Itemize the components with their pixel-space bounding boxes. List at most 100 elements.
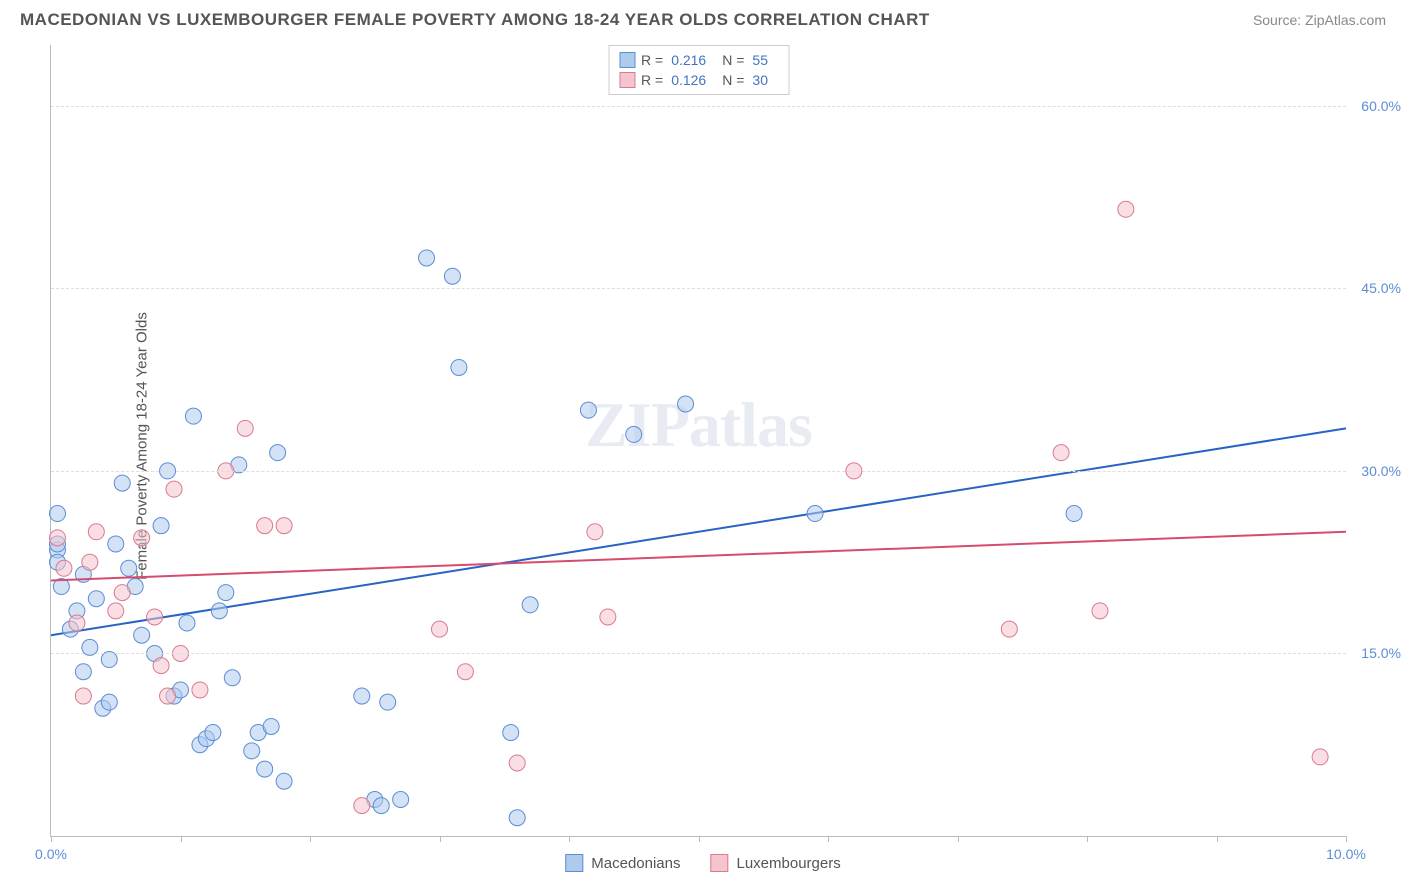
data-point: [1092, 603, 1108, 619]
y-tick-label: 60.0%: [1361, 98, 1401, 114]
chart-title: MACEDONIAN VS LUXEMBOURGER FEMALE POVERT…: [20, 10, 930, 30]
data-point: [1066, 506, 1082, 522]
data-point: [457, 664, 473, 680]
data-point: [1053, 445, 1069, 461]
x-tick: [699, 836, 700, 842]
data-point: [49, 530, 65, 546]
r-value: 0.126: [671, 72, 706, 88]
data-point: [134, 530, 150, 546]
stats-legend-row: R =0.126N =30: [619, 70, 778, 90]
legend-item: Luxembourgers: [711, 854, 841, 872]
y-tick-label: 30.0%: [1361, 463, 1401, 479]
chart-source: Source: ZipAtlas.com: [1253, 12, 1386, 28]
data-point: [509, 755, 525, 771]
y-tick-label: 15.0%: [1361, 645, 1401, 661]
data-point: [626, 426, 642, 442]
data-point: [88, 524, 104, 540]
legend-swatch: [619, 52, 635, 68]
data-point: [354, 688, 370, 704]
n-value: 55: [752, 52, 768, 68]
data-point: [380, 694, 396, 710]
data-point: [600, 609, 616, 625]
x-tick: [1346, 836, 1347, 842]
data-point: [419, 250, 435, 266]
data-point: [237, 420, 253, 436]
n-label: N =: [722, 52, 744, 68]
x-tick: [51, 836, 52, 842]
data-point: [444, 268, 460, 284]
bottom-legend: Macedonians Luxembourgers: [565, 854, 840, 872]
x-tick: [958, 836, 959, 842]
data-point: [393, 791, 409, 807]
data-point: [82, 554, 98, 570]
gridline: [51, 653, 1346, 654]
data-point: [244, 743, 260, 759]
data-point: [1118, 201, 1134, 217]
x-tick: [1217, 836, 1218, 842]
x-tick: [569, 836, 570, 842]
data-point: [205, 725, 221, 741]
chart-header: MACEDONIAN VS LUXEMBOURGER FEMALE POVERT…: [0, 0, 1406, 35]
legend-swatch: [711, 854, 729, 872]
data-point: [49, 506, 65, 522]
data-point: [88, 591, 104, 607]
data-point: [270, 445, 286, 461]
legend-swatch: [619, 72, 635, 88]
data-point: [276, 518, 292, 534]
legend-item: Macedonians: [565, 854, 680, 872]
data-point: [134, 627, 150, 643]
data-point: [153, 658, 169, 674]
x-tick: [828, 836, 829, 842]
legend-label: Macedonians: [591, 855, 680, 872]
data-point: [185, 408, 201, 424]
data-point: [114, 475, 130, 491]
data-point: [257, 518, 273, 534]
data-point: [56, 560, 72, 576]
r-value: 0.216: [671, 52, 706, 68]
data-point: [587, 524, 603, 540]
data-point: [1312, 749, 1328, 765]
x-tick: [440, 836, 441, 842]
legend-label: Luxembourgers: [737, 855, 841, 872]
gridline: [51, 471, 1346, 472]
data-point: [276, 773, 292, 789]
n-value: 30: [752, 72, 768, 88]
data-point: [75, 688, 91, 704]
data-point: [807, 506, 823, 522]
stats-legend: R =0.216N =55R =0.126N =30: [608, 45, 789, 95]
x-tick: [310, 836, 311, 842]
x-tick-label: 0.0%: [35, 846, 67, 862]
data-point: [69, 615, 85, 631]
data-point: [211, 603, 227, 619]
data-point: [101, 694, 117, 710]
data-point: [580, 402, 596, 418]
data-point: [263, 718, 279, 734]
data-point: [224, 670, 240, 686]
data-point: [147, 609, 163, 625]
r-label: R =: [641, 72, 663, 88]
gridline: [51, 288, 1346, 289]
trend-line: [51, 532, 1346, 581]
data-point: [678, 396, 694, 412]
data-point: [108, 536, 124, 552]
x-tick: [1087, 836, 1088, 842]
data-point: [75, 664, 91, 680]
data-point: [179, 615, 195, 631]
data-point: [218, 585, 234, 601]
gridline: [51, 106, 1346, 107]
data-point: [509, 810, 525, 826]
data-point: [121, 560, 137, 576]
r-label: R =: [641, 52, 663, 68]
plot-svg: [51, 45, 1346, 836]
data-point: [108, 603, 124, 619]
data-point: [192, 682, 208, 698]
data-point: [1001, 621, 1017, 637]
data-point: [432, 621, 448, 637]
data-point: [451, 359, 467, 375]
data-point: [522, 597, 538, 613]
data-point: [153, 518, 169, 534]
data-point: [257, 761, 273, 777]
data-point: [160, 688, 176, 704]
legend-swatch: [565, 854, 583, 872]
data-point: [114, 585, 130, 601]
